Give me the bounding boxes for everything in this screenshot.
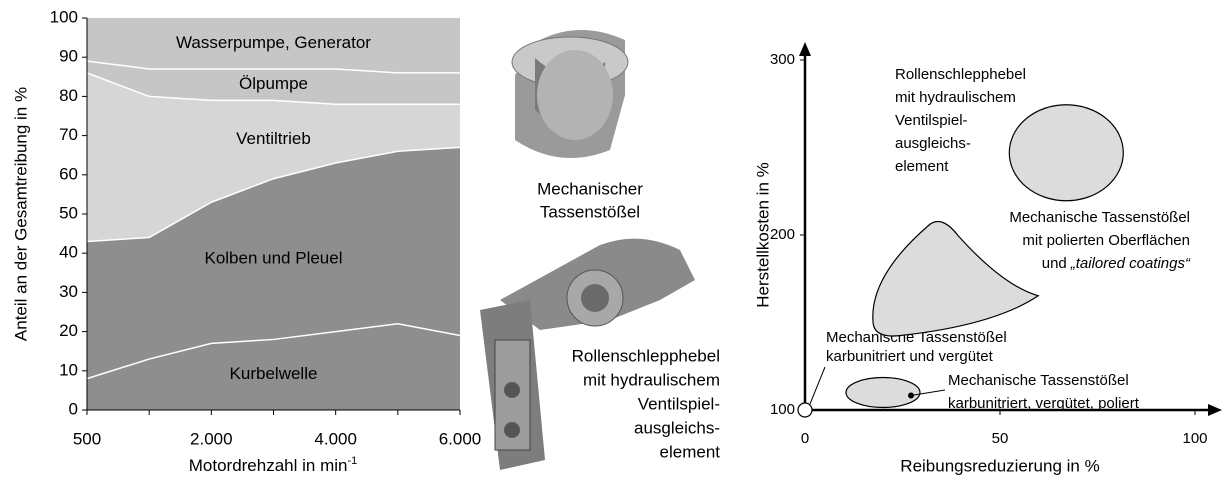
y-tick-label: 0 (69, 399, 78, 418)
area-label: Kolben und Pleuel (204, 249, 342, 268)
area-label: Kurbelwelle (230, 364, 318, 383)
region-label: mit polierten Oberflächen (1022, 232, 1190, 249)
y-tick-label: 50 (59, 203, 78, 222)
region (798, 403, 812, 417)
y-tick-label: 90 (59, 47, 78, 66)
x-tick-label: 100 (1182, 430, 1207, 447)
region-label: Mechanische Tassenstößel (948, 372, 1129, 389)
y-tick-label: 80 (59, 86, 78, 105)
region (873, 222, 1038, 336)
figure: Mechanischer Tassenstößel Rollenschlepph… (0, 0, 1223, 479)
region-label: Ventilspiel- (895, 112, 968, 129)
y-tick-label: 60 (59, 164, 78, 183)
region-label: mit hydraulischem (895, 89, 1016, 106)
x-tick-label: 2.000 (190, 429, 233, 448)
y-axis-arrow (799, 42, 811, 56)
x-tick-label: 4.000 (314, 429, 357, 448)
photo-caption: mit hydraulischem (583, 370, 720, 389)
area-label: Ventiltrieb (236, 129, 311, 148)
x-axis-arrow (1208, 404, 1222, 416)
area-label: Wasserpumpe, Generator (176, 33, 371, 52)
y-tick-label: 200 (770, 226, 795, 243)
region-label: Rollenschlepphebel (895, 66, 1026, 83)
photo-caption: Tassenstößel (540, 202, 640, 221)
region-label-italic: „tailored coatings“ (1070, 255, 1191, 272)
tappet-photo (512, 30, 628, 158)
y-axis-title: Anteil an der Gesamtreibung in % (11, 87, 30, 341)
region-label: karbunitriert und vergütet (826, 348, 994, 365)
region-label: ausgleichs- (895, 135, 971, 152)
photo-caption: ausgleichs- (634, 418, 720, 437)
region-label: und„tailored coatings“ (1042, 255, 1191, 272)
x-tick-label: 6.000 (439, 429, 482, 448)
y-tick-label: 300 (770, 51, 795, 68)
region (1009, 105, 1123, 201)
photo-caption: Ventilspiel- (638, 394, 720, 413)
y-tick-label: 70 (59, 125, 78, 144)
region-label: element (895, 158, 949, 175)
photo-caption: Rollenschlepphebel (572, 346, 720, 365)
y-tick-label: 40 (59, 243, 78, 262)
region-label: Mechanische Tassenstößel (1009, 209, 1190, 226)
y-tick-label: 10 (59, 360, 78, 379)
x-tick-label: 0 (801, 430, 809, 447)
y-tick-label: 30 (59, 282, 78, 301)
photo-caption: Mechanischer (537, 179, 643, 198)
region-label: und (1042, 255, 1067, 272)
region (846, 378, 920, 408)
y-tick-label: 100 (770, 401, 795, 418)
area-label: Ölpumpe (239, 74, 308, 93)
y-tick-label: 100 (50, 7, 78, 26)
pointer (810, 367, 825, 404)
x-tick-label: 500 (73, 429, 101, 448)
photo-caption: element (660, 442, 721, 461)
y-tick-label: 20 (59, 321, 78, 340)
region-label: karbunitriert, vergütet, poliert (948, 395, 1140, 412)
x-axis-title: Motordrehzahl in min-1 (189, 455, 358, 476)
x-axis-title: Reibungsreduzierung in % (900, 456, 1099, 475)
x-tick-label: 50 (992, 430, 1009, 447)
